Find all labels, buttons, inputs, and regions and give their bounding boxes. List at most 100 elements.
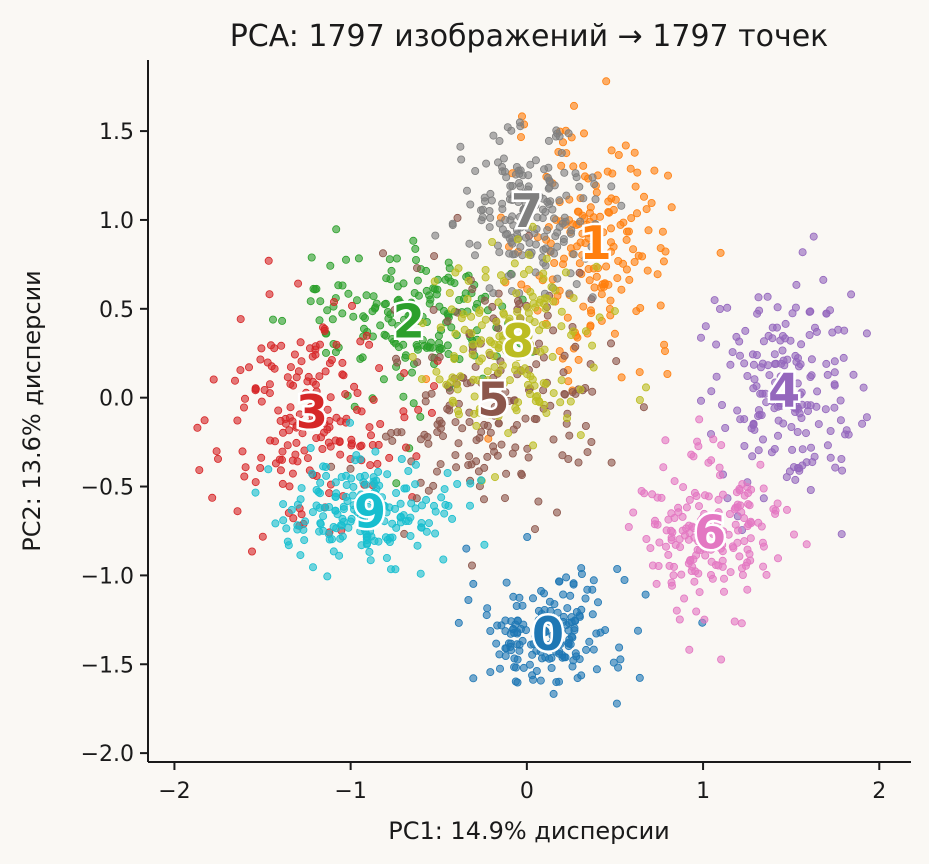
scatter-point-digit-8: [525, 265, 534, 274]
scatter-point-digit-0: [540, 642, 549, 651]
scatter-point-digit-2: [399, 340, 408, 349]
scatter-point-digit-9: [392, 488, 401, 497]
scatter-point-digit-7: [564, 129, 573, 138]
digit-label-5: 5: [477, 372, 509, 426]
scatter-point-digit-3: [286, 403, 295, 412]
scatter-point-digit-7: [508, 181, 517, 190]
scatter-point-digit-7: [581, 254, 590, 263]
scatter-point-digit-0: [525, 660, 534, 669]
scatter-point-digit-6: [678, 526, 687, 535]
scatter-point-digit-1: [653, 270, 662, 279]
scatter-point-digit-1: [555, 347, 564, 356]
scatter-point-digit-6: [736, 501, 745, 510]
scatter-point-digit-5: [443, 404, 452, 413]
scatter-point-digit-6: [735, 552, 744, 561]
scatter-point-digit-7: [519, 205, 528, 214]
scatter-point-digit-0: [501, 652, 510, 661]
scatter-point-digit-3: [296, 338, 305, 347]
scatter-point-digit-7: [527, 200, 536, 209]
scatter-point-digit-2: [416, 412, 425, 421]
scatter-point-digit-1: [586, 203, 595, 212]
scatter-point-digit-9: [331, 492, 340, 501]
scatter-point-digit-6: [680, 594, 689, 603]
scatter-point-digit-3: [241, 463, 250, 472]
scatter-point-digit-7: [545, 176, 554, 185]
scatter-point-digit-4: [748, 452, 757, 461]
scatter-point-digit-4: [733, 406, 742, 415]
scatter-point-digit-6: [677, 570, 686, 579]
scatter-point-digit-4: [810, 452, 819, 461]
scatter-point-digit-8: [451, 329, 460, 338]
scatter-point-digit-1: [660, 340, 669, 349]
scatter-point-digit-7: [495, 219, 504, 228]
scatter-point-digit-2: [326, 261, 335, 270]
scatter-point-digit-8: [459, 345, 468, 354]
scatter-point-digit-0: [635, 673, 644, 682]
scatter-point-digit-0: [513, 678, 522, 687]
scatter-point-digit-1: [557, 161, 566, 170]
scatter-point-digit-5: [436, 460, 445, 469]
scatter-point-digit-1: [550, 258, 559, 267]
scatter-point-digit-9: [264, 465, 273, 474]
scatter-point-digit-2: [418, 335, 427, 344]
scatter-point-digit-4: [777, 359, 786, 368]
scatter-point-digit-9: [348, 491, 357, 500]
scatter-point-digit-4: [807, 443, 816, 452]
scatter-point-digit-4: [770, 404, 779, 413]
scatter-point-digit-6: [714, 508, 723, 517]
scatter-point-digit-6: [762, 570, 771, 579]
scatter-point-digit-4: [823, 370, 832, 379]
scatter-point-digit-8: [435, 375, 444, 384]
scatter-point-digit-1: [616, 220, 625, 229]
scatter-point-digit-1: [559, 138, 568, 147]
scatter-point-digit-7: [567, 229, 576, 238]
scatter-point-digit-3: [368, 440, 377, 449]
scatter-point-digit-0: [502, 578, 511, 587]
scatter-point-digit-7: [559, 237, 568, 246]
scatter-point-digit-3: [356, 337, 365, 346]
scatter-point-digit-7: [544, 163, 553, 172]
scatter-point-digit-9: [374, 537, 383, 546]
scatter-point-digit-8: [535, 397, 544, 406]
scatter-point-digit-6: [743, 522, 752, 531]
scatter-point-digit-2: [425, 291, 434, 300]
x-tick-label: 2: [872, 779, 886, 804]
scatter-point-digit-5: [488, 302, 497, 311]
scatter-point-digit-7: [466, 200, 475, 209]
scatter-point-digit-2: [455, 295, 464, 304]
scatter-point-digit-3: [309, 394, 318, 403]
scatter-point-digit-4: [710, 296, 719, 305]
scatter-point-digit-3: [297, 510, 306, 519]
scatter-point-digit-1: [517, 280, 526, 289]
scatter-point-digit-8: [510, 259, 519, 268]
scatter-point-digit-0: [534, 616, 543, 625]
scatter-point-digit-7: [514, 197, 523, 206]
scatter-point-digit-2: [407, 299, 416, 308]
scatter-point-digit-9: [315, 489, 324, 498]
scatter-point-digit-4: [837, 454, 846, 463]
scatter-point-digit-8: [469, 375, 478, 384]
scatter-point-digit-8: [635, 395, 644, 404]
scatter-point-digit-6: [667, 578, 676, 587]
scatter-point-digit-7: [576, 217, 585, 226]
scatter-point-digit-8: [529, 441, 538, 450]
scatter-point-digit-3: [278, 428, 287, 437]
scatter-point-digit-2: [411, 244, 420, 253]
scatter-point-digit-9: [366, 527, 375, 536]
scatter-point-digit-8: [499, 310, 508, 319]
scatter-point-digit-0: [572, 608, 581, 617]
scatter-point-digit-6: [771, 506, 780, 515]
scatter-point-digit-1: [599, 228, 608, 237]
scatter-point-digit-3: [326, 442, 335, 451]
scatter-point-digit-3: [323, 405, 332, 414]
scatter-point-digit-5: [494, 324, 503, 333]
scatter-point-digit-8: [467, 312, 476, 321]
scatter-point-digit-6: [669, 571, 678, 580]
scatter-point-digit-8: [417, 375, 426, 384]
scatter-point-digit-1: [579, 302, 588, 311]
scatter-point-digit-5: [534, 497, 543, 506]
scatter-point-digit-6: [783, 505, 792, 514]
scatter-point-digit-3: [350, 382, 359, 391]
scatter-point-digit-9: [366, 556, 375, 565]
scatter-point-digit-5: [560, 351, 569, 360]
